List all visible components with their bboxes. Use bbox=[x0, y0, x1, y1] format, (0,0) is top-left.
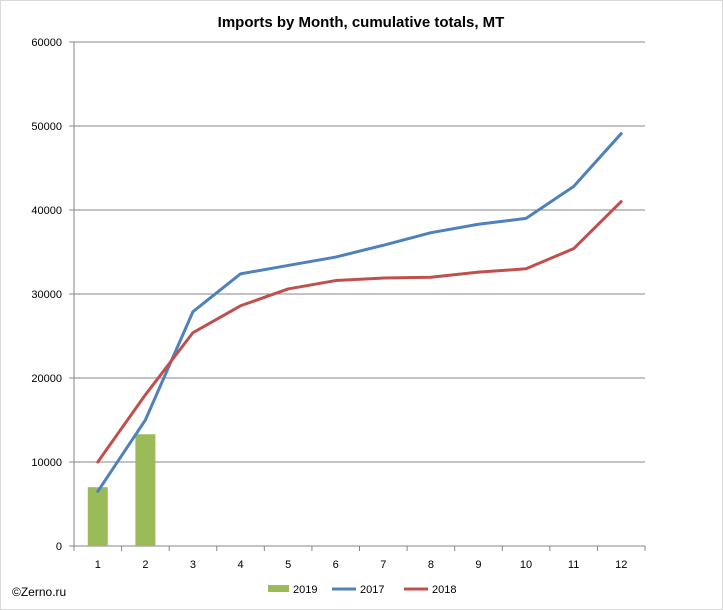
line-series bbox=[96, 132, 623, 493]
x-tick-label: 3 bbox=[190, 559, 196, 571]
x-tick-label: 2 bbox=[142, 559, 148, 571]
x-tick-label: 12 bbox=[615, 559, 627, 571]
legend-item-2018: 2018 bbox=[404, 584, 456, 596]
x-tick-label: 10 bbox=[520, 559, 532, 571]
legend-label-2018: 2018 bbox=[432, 584, 456, 596]
legend-label-2019: 2019 bbox=[293, 584, 317, 596]
y-tick-label: 40000 bbox=[31, 205, 62, 217]
legend-label-2017: 2017 bbox=[360, 584, 384, 596]
x-tick-label: 4 bbox=[237, 559, 243, 571]
credit-text: ©Zerno.ru bbox=[12, 585, 66, 599]
axes bbox=[69, 41, 646, 551]
gridlines bbox=[74, 41, 645, 463]
bar-2019-1 bbox=[87, 487, 108, 546]
x-tick-label: 8 bbox=[428, 559, 434, 571]
x-tick-label: 1 bbox=[95, 559, 101, 571]
line-2017 bbox=[96, 132, 623, 493]
y-tick-label: 0 bbox=[56, 541, 62, 553]
line-2018 bbox=[96, 200, 623, 464]
x-tick-label: 5 bbox=[285, 559, 291, 571]
x-tick-label: 9 bbox=[475, 559, 481, 571]
x-axis-tick-labels: 1 2 3 4 5 6 7 8 9 10 11 12 bbox=[95, 559, 628, 571]
y-tick-label: 60000 bbox=[31, 37, 62, 49]
legend-item-2017: 2017 bbox=[332, 584, 384, 596]
legend-swatch-2019 bbox=[268, 585, 289, 592]
y-tick-label: 30000 bbox=[31, 289, 62, 301]
bar-2019-2 bbox=[135, 434, 156, 546]
y-tick-label: 50000 bbox=[31, 121, 62, 133]
y-tick-label: 10000 bbox=[31, 457, 62, 469]
bar-series bbox=[87, 434, 156, 546]
chart-title: Imports by Month, cumulative totals, MT bbox=[218, 14, 505, 31]
y-axis-tick-labels: 0 10000 20000 30000 40000 50000 60000 bbox=[31, 37, 62, 553]
x-tick-label: 11 bbox=[568, 559, 579, 571]
legend: 2019 2017 2018 bbox=[268, 584, 456, 596]
x-tick-label: 7 bbox=[380, 559, 386, 571]
y-tick-label: 20000 bbox=[31, 373, 62, 385]
legend-item-2019: 2019 bbox=[268, 584, 317, 596]
x-tick-label: 6 bbox=[333, 559, 339, 571]
